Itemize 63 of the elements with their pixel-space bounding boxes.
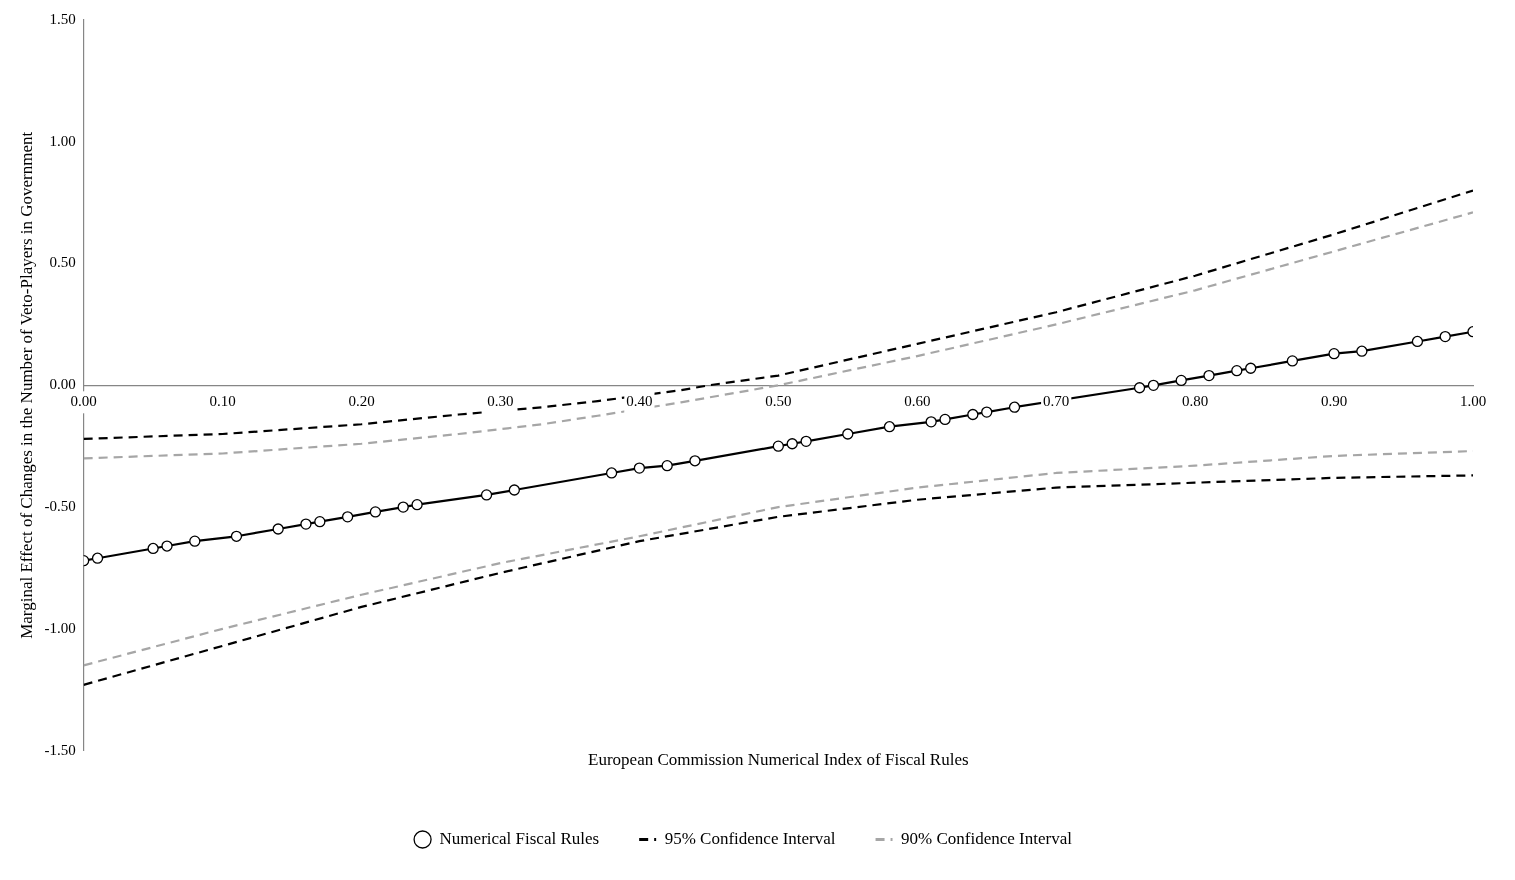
point: [341, 511, 354, 523]
point: [842, 428, 854, 440]
point: [786, 438, 798, 450]
point: [369, 506, 382, 518]
x-tick-label: 0.70: [1043, 393, 1070, 410]
point: [689, 455, 701, 467]
legend-label: 90% Confidence Interval: [901, 828, 1073, 848]
point: [411, 498, 423, 511]
point: [1175, 374, 1187, 387]
point: [925, 416, 937, 428]
point: [661, 460, 673, 472]
x-axis-title: European Commission Numerical Index of Fiscal Rules: [588, 750, 969, 770]
point: [1356, 345, 1368, 357]
point: [314, 516, 326, 528]
point: [633, 462, 646, 474]
y-tick-label: 0.00: [49, 376, 76, 393]
point: [967, 408, 979, 421]
point: [147, 542, 159, 555]
y-tick-label: -1.50: [44, 741, 76, 758]
point: [981, 406, 993, 418]
point: [605, 467, 618, 479]
point: [91, 552, 104, 564]
legend-label: Numerical Fiscal Rules: [439, 828, 600, 848]
point: [1133, 382, 1146, 394]
x-tick-label: 0.50: [765, 393, 792, 410]
point: [883, 421, 896, 433]
point: [230, 530, 243, 542]
x-tick-label: 0.40: [626, 393, 653, 410]
y-axis-title: Marginal Effect of Changes in the Number of Veto-Players in Government: [16, 131, 36, 639]
legend-label: 95% Confidence Interval: [664, 828, 836, 848]
point: [1245, 362, 1257, 374]
point: [480, 489, 493, 501]
point: [189, 535, 201, 547]
y-tick-label: 0.50: [49, 254, 76, 271]
point: [1147, 379, 1160, 391]
point: [1286, 355, 1299, 367]
point: [1008, 401, 1021, 413]
line-series: [83, 474, 1473, 686]
point: [772, 440, 784, 452]
point: [161, 540, 173, 552]
x-tick-label: 1.00: [1459, 393, 1487, 410]
x-tick-label: 0.80: [1182, 393, 1209, 410]
x-tick-label: 0.20: [348, 393, 375, 410]
point: [800, 435, 812, 447]
point: [939, 413, 951, 426]
point: [300, 518, 312, 530]
x-tick-label: 0.30: [487, 393, 514, 410]
x-tick-label: 0.10: [209, 393, 236, 410]
y-tick-label: -0.50: [44, 498, 76, 514]
point: [1203, 369, 1215, 382]
x-tick-label: 0.00: [70, 393, 97, 410]
y-tick-label: -1.00: [44, 619, 76, 636]
point: [1411, 335, 1424, 348]
point: [397, 501, 409, 513]
y-tick-label: 1.50: [49, 10, 76, 27]
y-tick-label: 1.00: [49, 132, 76, 149]
point: [1328, 347, 1340, 360]
point: [508, 484, 520, 496]
point: [272, 523, 284, 535]
x-tick-label: 0.90: [1320, 393, 1348, 410]
point: [1231, 365, 1243, 377]
x-tick-label: 0.60: [904, 393, 931, 410]
point: [1439, 330, 1451, 343]
